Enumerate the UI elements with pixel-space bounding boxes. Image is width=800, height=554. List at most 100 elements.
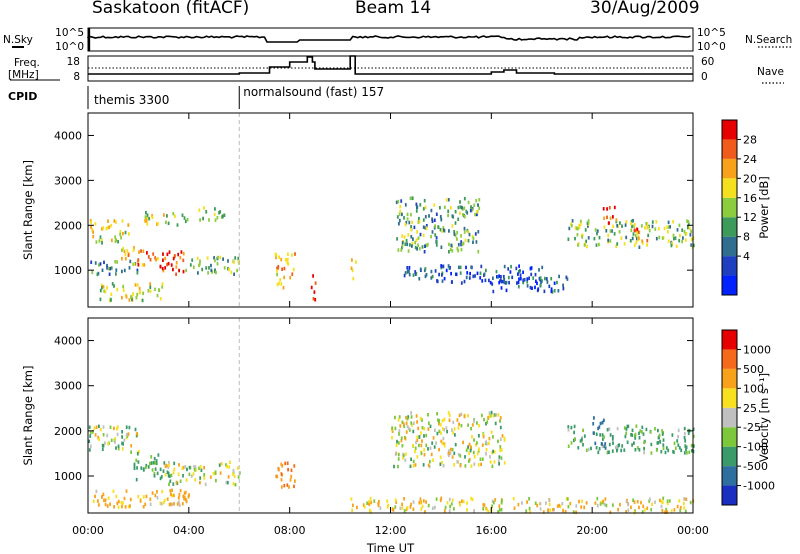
velocity-panel-echo-cell [485,422,487,426]
power-panel-echo-cell [447,264,450,268]
power-panel-echo-cell [510,264,512,269]
velocity-panel-echo-cell [129,497,132,502]
velocity-panel-echo-cell [280,485,283,489]
power-panel-echo-cell [463,214,466,219]
velocity-panel-echo-cell [469,445,472,449]
power-panel-echo-cell [185,268,187,273]
velocity-panel-echo-cell [418,501,421,505]
power-panel-echo-cell [113,284,115,288]
power-panel-echo-cell [198,208,201,212]
velocity-panel-echo-cell [581,499,583,503]
velocity-panel-echo-cell [575,504,578,508]
power-panel-echo-cell [418,246,421,251]
power-panel-echo-cell [435,212,438,216]
velocity-panel-echo-cell [159,476,162,481]
velocity-colorbar-swatch [722,407,737,428]
power-panel-echo-cell [99,235,102,239]
power-panel-echo-cell [470,205,472,209]
velocity-panel-echo-cell [91,430,94,434]
power-panel-echo-cell [419,232,422,237]
velocity-panel-echo-cell [486,420,489,424]
power-panel-echo-cell [408,269,410,273]
power-panel-echo-cell [410,212,412,217]
velocity-panel-echo-cell [199,465,202,469]
power-panel-echo-cell [672,233,675,238]
velocity-panel-echo-cell [683,426,686,431]
power-panel-echo-cell [675,244,678,249]
velocity-panel-echo-cell [492,413,495,418]
velocity-panel-echo-cell [185,478,188,482]
velocity-panel-echo-cell [218,463,221,467]
power-panel-echo-cell [409,196,412,201]
power-panel-echo-cell [189,263,192,267]
power-panel-echo-cell [620,236,623,240]
velocity-panel-echo-cell [618,443,620,447]
power-panel-echo-cell [498,274,500,278]
velocity-panel-echo-cell [150,455,153,459]
velocity-panel-echo-cell [198,466,200,470]
power-panel-echo-cell [136,292,139,297]
power-panel-echo-cell [230,270,233,275]
velocity-panel-echo-cell [482,434,485,439]
velocity-panel-echo-cell [670,509,673,513]
velocity-panel-echo-cell [491,499,494,503]
velocity-panel-echo-cell [400,438,403,443]
power-panel-echo-cell [403,216,405,220]
power-panel-echo-cell [114,235,117,239]
velocity-panel-echo-cell [685,497,687,501]
velocity-panel-echo-cell [638,505,640,510]
power-panel-echo-cell [574,236,576,241]
velocity-panel-echo-cell [601,421,604,425]
velocity-panel-echo-cell [125,489,128,493]
power-panel-echo-cell [201,267,204,272]
velocity-panel-echo-cell [154,461,157,465]
velocity-panel-echo-cell [106,433,109,438]
velocity-panel-echo-cell [477,449,480,453]
velocity-colorbar-swatch [722,388,737,408]
nsky-tick-bottom: 10^0 [55,41,84,53]
velocity-panel-echo-cell [451,428,453,432]
power-panel-echo-cell [104,289,107,294]
velocity-panel-echo-cell [488,436,491,441]
velocity-panel-echo-cell [456,460,459,464]
power-panel-echo-cell [143,263,146,267]
power-panel-echo-cell [351,258,353,262]
power-panel-echo-cell [422,225,425,229]
velocity-panel-echo-cell [153,471,156,476]
power-panel-echo-cell [110,223,113,228]
velocity-panel-echo-cell [421,426,424,430]
power-panel-echo-cell [670,243,673,248]
power-panel-echo-cell [154,287,156,292]
velocity-panel-echo-cell [441,419,444,423]
velocity-panel-echo-cell [458,413,461,418]
velocity-panel-echo-cell [394,505,397,509]
velocity-panel-echo-cell [437,418,439,422]
velocity-panel-echo-cell [412,459,415,464]
velocity-panel-echo-cell [561,502,564,506]
velocity-panel-echo-cell [674,446,677,450]
power-panel-echo-cell [294,252,296,256]
velocity-panel-echo-cell [238,471,241,475]
velocity-panel-echo-cell [410,415,413,419]
velocity-panel-echo-cell [686,451,688,455]
velocity-panel-echo-cell [425,443,428,448]
power-panel-echo-cell [483,272,486,276]
power-panel-echo-cell [149,282,152,286]
velocity-panel-echo-cell [188,472,191,477]
power-panel-echo-cell [91,270,94,275]
velocity-panel-echo-cell [203,473,206,477]
velocity-panel-echo-cell [276,474,279,479]
power-panel-ylabel: Slant Range [km] [21,160,35,260]
velocity-panel-echo-cell [215,478,217,483]
velocity-panel-echo-cell [626,440,629,444]
power-panel-echo-cell [498,280,501,285]
velocity-panel-echo-cell [395,500,398,504]
power-panel-echo-cell [503,280,506,285]
power-panel-echo-cell [233,260,235,264]
velocity-panel-echo-cell [692,427,695,431]
power-panel-echo-cell [602,207,605,211]
power-panel-echo-cell [179,256,182,260]
power-panel-echo-cell [478,206,481,210]
velocity-panel-echo-cell [661,500,664,505]
velocity-panel-echo-cell [442,427,444,431]
